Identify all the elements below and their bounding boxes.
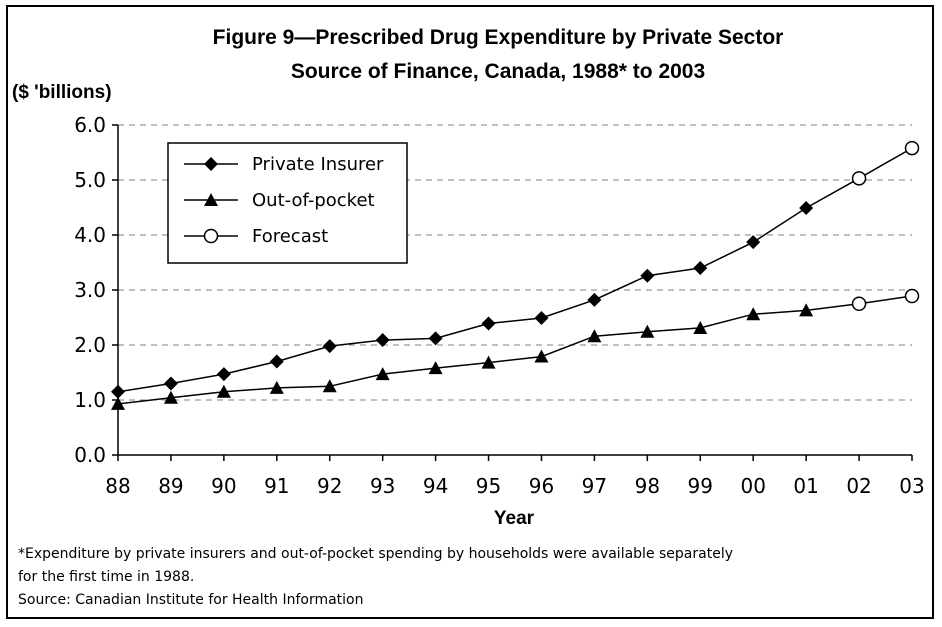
x-tick-label-95: 95 [476, 474, 501, 498]
data-point-out-of-pocket-90 [216, 384, 231, 398]
data-point-out-of-pocket-99 [693, 320, 708, 334]
data-point-private-insurer-93 [375, 333, 390, 348]
y-tick-label-4.0: 4.0 [74, 223, 106, 247]
y-unit-label: ($ 'billions) [12, 82, 112, 103]
y-tick-labels: 0.0 1.0 2.0 3.0 4.0 5.0 6.0 [74, 113, 106, 467]
legend: Private Insurer Out-of-pocket Forecast [167, 142, 408, 264]
data-point-private-insurer-88 [111, 384, 125, 399]
footnote-line-1: *Expenditure by private insurers and out… [18, 546, 733, 562]
data-point-out-of-pocket-94 [428, 361, 443, 375]
x-tick-label-94: 94 [423, 474, 448, 498]
x-tick-label-98: 98 [635, 474, 660, 498]
figure-frame [6, 5, 934, 619]
footnote-line-2: for the first time in 1988. [18, 569, 194, 585]
x-tick-label-99: 99 [688, 474, 713, 498]
data-point-out-of-pocket-01 [799, 303, 814, 317]
y-tick-label-1.0: 1.0 [74, 388, 106, 412]
x-axis-label: Year [494, 508, 535, 529]
axes [112, 124, 913, 461]
x-tick-label-93: 93 [370, 474, 395, 498]
series-line-out-of-pocket [117, 295, 913, 405]
data-point-private-insurer-02 [851, 171, 867, 186]
legend-label-out-of-pocket: Out-of-pocket [252, 190, 375, 211]
x-tick-label-97: 97 [582, 474, 607, 498]
chart-title-line-2: Source of Finance, Canada, 1988* to 2003 [291, 60, 705, 83]
legend-triangle-marker [204, 193, 218, 206]
data-point-private-insurer-03 [904, 140, 920, 156]
source-note: Source: Canadian Institute for Health In… [18, 592, 364, 608]
legend-open-circle-marker [203, 228, 219, 244]
x-tick-label-01: 01 [793, 474, 818, 498]
x-tick-label-89: 89 [158, 474, 183, 498]
legend-label-forecast: Forecast [252, 226, 328, 247]
legend-label-private-insurer: Private Insurer [252, 154, 384, 175]
data-point-out-of-pocket-00 [746, 307, 761, 321]
x-tick-labels: 88 89 90 91 92 93 94 95 96 97 98 99 00 01 02 03 [105, 474, 924, 498]
data-point-private-insurer-94 [428, 331, 443, 346]
series-line-private-insurer [117, 147, 913, 393]
y-tick-label-0.0: 0.0 [74, 443, 106, 467]
data-point-out-of-pocket-97 [587, 329, 602, 343]
data-point-private-insurer-91 [269, 354, 284, 369]
x-tick-label-91: 91 [264, 474, 289, 498]
data-point-out-of-pocket-92 [322, 379, 337, 393]
data-point-private-insurer-89 [163, 376, 178, 391]
x-tick-label-02: 02 [846, 474, 871, 498]
data-point-private-insurer-96 [534, 311, 549, 326]
data-point-out-of-pocket-88 [111, 396, 125, 410]
y-tick-label-5.0: 5.0 [74, 168, 106, 192]
data-point-out-of-pocket-93 [375, 367, 390, 381]
data-point-private-insurer-00 [746, 235, 761, 250]
y-tick-label-6.0: 6.0 [74, 113, 106, 137]
x-tick-label-96: 96 [529, 474, 554, 498]
data-point-private-insurer-95 [481, 316, 496, 331]
y-tick-label-2.0: 2.0 [74, 333, 106, 357]
data-point-out-of-pocket-02 [851, 296, 867, 311]
data-point-private-insurer-92 [322, 339, 337, 354]
data-point-private-insurer-90 [216, 367, 231, 382]
data-point-out-of-pocket-98 [640, 324, 655, 338]
data-point-out-of-pocket-89 [163, 390, 178, 404]
legend-diamond-marker [204, 157, 218, 171]
x-tick-label-03: 03 [899, 474, 924, 498]
data-point-out-of-pocket-91 [269, 380, 284, 394]
data-point-private-insurer-01 [799, 201, 814, 216]
chart-title-line-1: Figure 9—Prescribed Drug Expenditure by … [213, 26, 784, 49]
x-tick-label-92: 92 [317, 474, 342, 498]
data-point-out-of-pocket-96 [534, 349, 549, 363]
x-tick-label-90: 90 [211, 474, 236, 498]
data-point-private-insurer-98 [640, 268, 655, 283]
x-tick-label-00: 00 [740, 474, 765, 498]
data-point-out-of-pocket-95 [481, 355, 496, 369]
data-point-private-insurer-99 [693, 261, 708, 275]
data-point-out-of-pocket-03 [904, 288, 920, 304]
y-tick-label-3.0: 3.0 [74, 278, 106, 302]
x-tick-label-88: 88 [105, 474, 130, 498]
series [111, 140, 920, 410]
data-point-private-insurer-97 [587, 292, 602, 307]
